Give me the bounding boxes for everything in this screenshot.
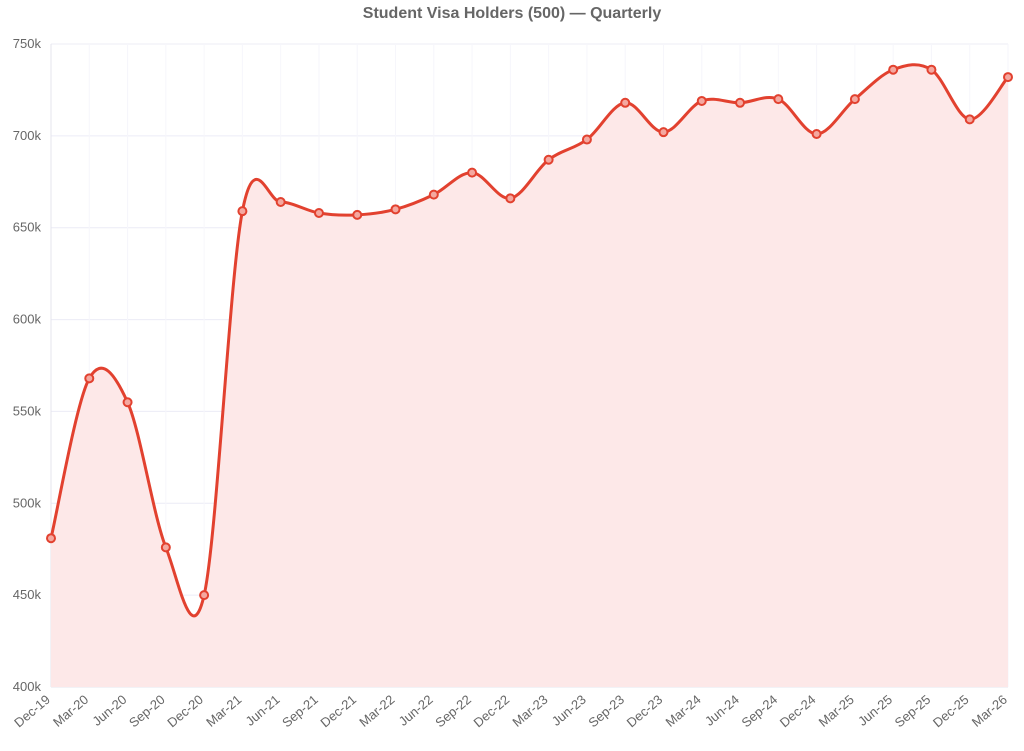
data-point[interactable] [390, 204, 401, 215]
data-point[interactable] [926, 64, 937, 75]
data-point[interactable] [735, 97, 746, 108]
data-point[interactable] [199, 590, 210, 601]
y-axis: 400k 450k 500k 550k 600k 650k 700k 750k [13, 36, 52, 694]
data-point[interactable] [46, 533, 56, 544]
data-point[interactable] [1003, 72, 1013, 83]
y-tick-label: 600k [13, 312, 42, 327]
y-tick-label: 550k [13, 403, 42, 418]
x-tick-label: Sep-24 [738, 692, 780, 730]
x-tick-label: Jun-23 [549, 692, 589, 729]
data-point[interactable] [84, 373, 95, 384]
series [46, 63, 1013, 688]
x-tick-label: Dec-20 [164, 692, 206, 730]
y-tick-label: 650k [13, 220, 42, 235]
data-point[interactable] [811, 129, 822, 140]
data-point[interactable] [658, 127, 669, 138]
data-point[interactable] [505, 193, 516, 204]
data-point[interactable] [275, 196, 286, 207]
x-tick-label: Dec-23 [624, 692, 666, 730]
data-point[interactable] [696, 95, 707, 106]
x-tick-label: Mar-25 [816, 692, 857, 730]
data-point[interactable] [428, 189, 439, 200]
x-tick-label: Dec-19 [11, 692, 53, 730]
x-axis: Dec-19Mar-20Jun-20Sep-20Dec-20Mar-21Jun-… [11, 686, 1010, 730]
x-tick-label: Mar-24 [662, 692, 703, 730]
x-tick-label: Sep-21 [279, 692, 321, 730]
data-point[interactable] [620, 97, 631, 108]
data-point[interactable] [849, 94, 860, 105]
data-point[interactable] [160, 542, 171, 553]
x-tick-label: Mar-22 [356, 692, 397, 730]
y-tick-label: 700k [13, 128, 42, 143]
x-tick-label: Mar-23 [509, 692, 550, 730]
x-tick-label: Mar-26 [969, 692, 1010, 730]
data-point[interactable] [352, 209, 363, 220]
data-point[interactable] [467, 167, 478, 178]
y-tick-label: 750k [13, 36, 42, 51]
x-tick-label: Sep-25 [892, 692, 934, 730]
y-tick-label: 400k [13, 679, 42, 694]
data-point[interactable] [313, 208, 324, 219]
data-point[interactable] [237, 206, 248, 217]
series-area [51, 64, 1008, 688]
x-tick-label: Jun-24 [702, 692, 742, 729]
x-tick-label: Mar-20 [50, 692, 91, 730]
y-tick-label: 450k [13, 587, 42, 602]
x-tick-label: Dec-24 [777, 692, 819, 730]
chart-title: Student Visa Holders (500) — Quarterly [363, 5, 662, 22]
y-tick-label: 500k [13, 495, 42, 510]
x-tick-label: Jun-21 [243, 692, 283, 729]
x-tick-label: Sep-23 [585, 692, 627, 730]
x-tick-label: Sep-22 [432, 692, 474, 730]
x-tick-label: Sep-20 [126, 692, 168, 730]
x-tick-label: Jun-22 [396, 692, 436, 729]
x-tick-label: Dec-25 [930, 692, 972, 730]
x-tick-label: Jun-25 [855, 692, 895, 729]
data-point[interactable] [773, 94, 784, 105]
data-point[interactable] [543, 154, 554, 165]
data-point[interactable] [964, 114, 975, 125]
x-tick-label: Mar-21 [203, 692, 244, 730]
data-point[interactable] [122, 397, 133, 408]
x-tick-label: Dec-21 [317, 692, 359, 730]
data-point[interactable] [581, 134, 592, 145]
x-tick-label: Jun-20 [89, 692, 129, 729]
data-point[interactable] [888, 64, 899, 75]
x-tick-label: Dec-22 [471, 692, 513, 730]
